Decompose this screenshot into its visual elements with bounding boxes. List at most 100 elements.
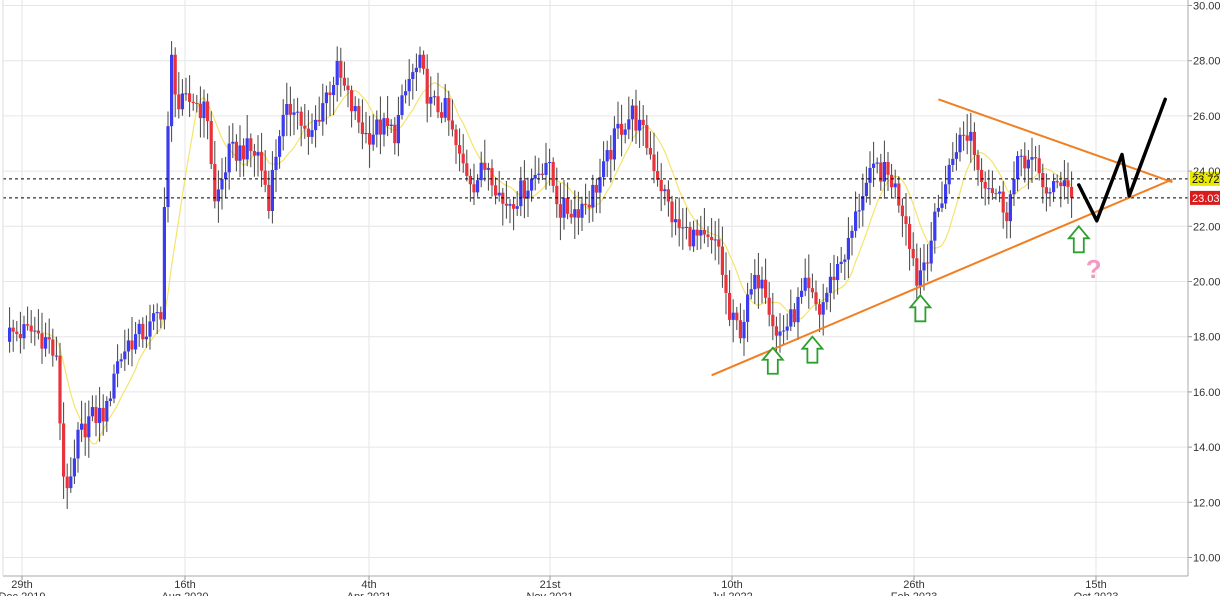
candle-body xyxy=(440,112,444,118)
candle-body xyxy=(321,103,325,122)
candle-body xyxy=(1005,212,1009,222)
candle-body xyxy=(922,262,926,271)
candle-body xyxy=(537,173,541,175)
candle-body xyxy=(209,121,213,165)
candle-body xyxy=(274,156,278,171)
candle-body xyxy=(969,131,973,141)
candle-body xyxy=(990,188,994,194)
candle-body xyxy=(818,304,822,315)
candle-body xyxy=(980,169,984,183)
y-tick-label: 26.00 xyxy=(1193,111,1220,123)
candle-body xyxy=(216,189,220,202)
candle-body xyxy=(58,355,62,424)
candle-body xyxy=(684,226,688,228)
candle-body xyxy=(897,183,901,206)
candle-body xyxy=(947,164,951,185)
candle-body xyxy=(962,134,966,136)
candle-body xyxy=(882,161,886,182)
candle-body xyxy=(522,180,526,199)
triangle-upper-line xyxy=(938,98,1173,184)
candle-body xyxy=(670,201,674,223)
candle-body xyxy=(832,276,836,281)
candle-body xyxy=(929,240,933,264)
candle-body xyxy=(368,133,372,145)
candle-body xyxy=(868,167,872,183)
candle-body xyxy=(220,179,224,190)
candle-body xyxy=(195,103,199,105)
candle-body xyxy=(29,325,33,332)
candle-body xyxy=(915,258,919,286)
candle-body xyxy=(562,197,566,218)
candle-body xyxy=(648,148,652,155)
candle-body xyxy=(270,170,274,212)
candle-body xyxy=(526,190,530,199)
candle-body xyxy=(540,173,544,175)
candle-body xyxy=(443,98,447,118)
candle-body xyxy=(623,129,627,135)
candle-body xyxy=(699,229,703,236)
candle-body xyxy=(756,274,760,289)
candle-body xyxy=(861,196,865,211)
candle-body xyxy=(260,152,264,171)
candle-body xyxy=(105,400,109,422)
candle-body xyxy=(663,189,667,192)
candle-body xyxy=(65,476,69,489)
candle-body xyxy=(238,145,242,161)
candle-body xyxy=(987,188,991,190)
candle-body xyxy=(821,302,825,315)
candle-body xyxy=(972,131,976,155)
candle-body xyxy=(1055,181,1059,183)
candle-body xyxy=(54,355,58,357)
candle-body xyxy=(872,163,876,168)
candle-body xyxy=(616,123,620,129)
candle-body xyxy=(36,330,40,334)
candle-body xyxy=(994,193,998,195)
candle-body xyxy=(767,297,771,315)
candle-body xyxy=(720,246,724,275)
candle-body xyxy=(249,138,253,151)
price-marker-label: 23.03 xyxy=(1192,193,1220,205)
x-tick-month: Oct 2023 xyxy=(1074,591,1119,596)
grid xyxy=(3,0,1188,576)
candle-body xyxy=(677,219,681,229)
candle-body xyxy=(166,126,170,208)
candle-body xyxy=(566,197,570,214)
candle-body xyxy=(306,128,310,137)
candle-body xyxy=(778,331,782,336)
candle-body xyxy=(850,230,854,238)
candle-body xyxy=(202,101,206,119)
candle-body xyxy=(245,138,249,160)
candle-body xyxy=(1062,180,1066,187)
candle-body xyxy=(425,68,429,104)
candle-body xyxy=(11,327,15,332)
candle-body xyxy=(396,115,400,144)
candle-body xyxy=(137,323,141,335)
candle-body xyxy=(375,119,379,135)
candle-body xyxy=(742,321,746,339)
candle-body xyxy=(612,128,616,160)
candle-body xyxy=(519,180,523,207)
candle-body xyxy=(879,162,883,182)
candle-body xyxy=(702,229,706,235)
candle-body xyxy=(90,407,94,417)
candle-body xyxy=(76,429,80,459)
candle-body xyxy=(450,120,454,130)
candle-body xyxy=(548,161,552,163)
candle-body xyxy=(605,150,609,162)
candle-body xyxy=(864,182,868,197)
candle-body xyxy=(15,331,19,335)
candles-layer xyxy=(8,41,1074,509)
annotations-layer: 23.72 23.03? xyxy=(3,97,1220,377)
candle-body xyxy=(638,119,642,131)
candle-body xyxy=(735,312,739,321)
candle-body xyxy=(584,203,588,205)
candle-body xyxy=(159,312,163,320)
x-tick-day: 10th xyxy=(721,579,742,591)
candle-body xyxy=(602,161,606,178)
candle-body xyxy=(666,189,670,202)
candle-body xyxy=(641,119,645,126)
candle-body xyxy=(926,262,930,264)
candle-body xyxy=(508,204,512,206)
